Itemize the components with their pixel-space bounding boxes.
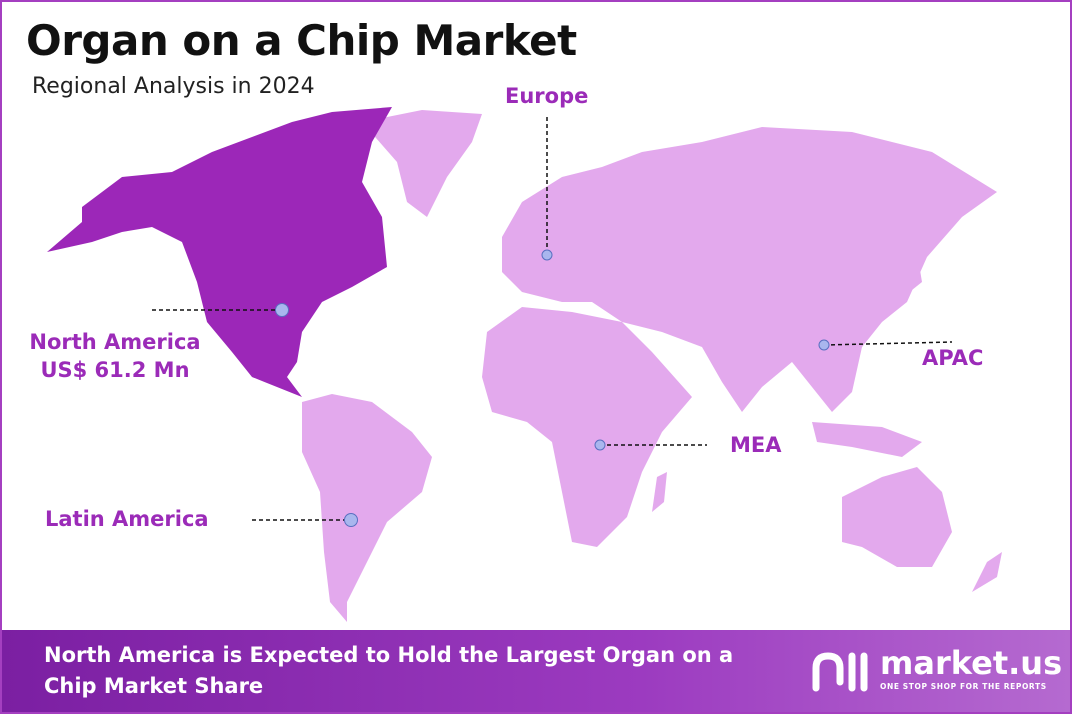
leader-lines: [152, 117, 953, 521]
region-name: APAC: [922, 346, 984, 370]
logo-shape: [812, 652, 868, 692]
eurasia: [502, 127, 997, 412]
logo-arc: [812, 652, 844, 692]
continents: [302, 110, 1002, 622]
indonesia: [812, 422, 922, 457]
new-zealand: [972, 552, 1002, 592]
markers: [275, 249, 830, 527]
region-name: Europe: [505, 84, 589, 108]
marker: [541, 249, 553, 261]
region-label: North America US$ 61.2 Mn: [22, 328, 208, 384]
region-name: Latin America: [45, 507, 209, 531]
leader-line: [823, 341, 953, 346]
south-america: [302, 394, 432, 622]
world-map: [47, 107, 1002, 622]
africa: [482, 307, 692, 547]
title: Organ on a Chip Market: [26, 16, 577, 65]
marker: [594, 439, 606, 451]
australia: [842, 467, 952, 567]
greenland: [362, 110, 482, 217]
north-america: [47, 107, 392, 397]
japan: [897, 252, 922, 302]
footer-banner: North America is Expected to Hold the La…: [2, 630, 1070, 712]
brand-tagline: ONE STOP SHOP FOR THE REPORTS: [880, 682, 1047, 691]
madagascar: [652, 472, 667, 512]
footer-text: North America is Expected to Hold the La…: [44, 643, 734, 698]
region-name: MEA: [730, 433, 782, 457]
region-name: North America: [29, 330, 201, 354]
subtitle: Regional Analysis in 2024: [32, 74, 315, 99]
marker: [344, 513, 358, 527]
marker: [818, 339, 830, 351]
region-value: US$ 61.2 Mn: [40, 358, 190, 382]
brand-name: market.us: [880, 644, 1063, 682]
brand-logo: [812, 652, 868, 692]
marker: [275, 303, 289, 317]
